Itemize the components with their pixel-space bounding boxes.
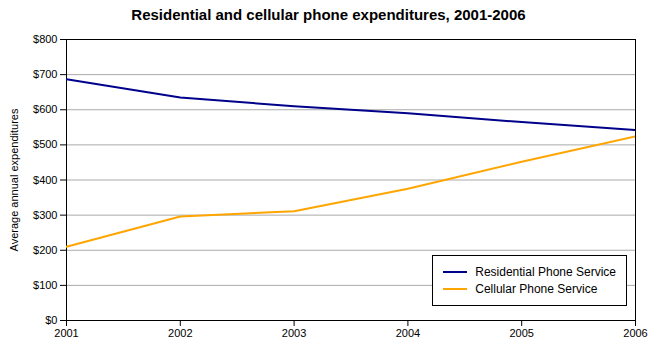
svg-text:$700: $700: [33, 68, 57, 80]
svg-text:2004: 2004: [396, 327, 420, 339]
svg-text:2005: 2005: [509, 327, 533, 339]
svg-text:$0: $0: [45, 314, 57, 326]
html-text:Residential Phone Service: Residential Phone Service: [475, 265, 616, 279]
svg-text:$500: $500: [33, 138, 57, 150]
html-text:Cellular Phone Service: Cellular Phone Service: [475, 282, 598, 296]
svg-text:Average annual expenditures: Average annual expenditures: [8, 108, 20, 251]
svg-text:$100: $100: [33, 279, 57, 291]
svg-text:$300: $300: [33, 209, 57, 221]
svg-text:$400: $400: [33, 174, 57, 186]
svg-text:2003: 2003: [282, 327, 306, 339]
svg-text:2006: 2006: [623, 327, 647, 339]
svg-text:2001: 2001: [54, 327, 78, 339]
html-text:Residential and cellular phone: Residential and cellular phone expenditu…: [131, 6, 526, 23]
svg-text:$200: $200: [33, 244, 57, 256]
svg-text:2002: 2002: [168, 327, 192, 339]
svg-text:$800: $800: [33, 33, 57, 45]
svg-text:$600: $600: [33, 103, 57, 115]
